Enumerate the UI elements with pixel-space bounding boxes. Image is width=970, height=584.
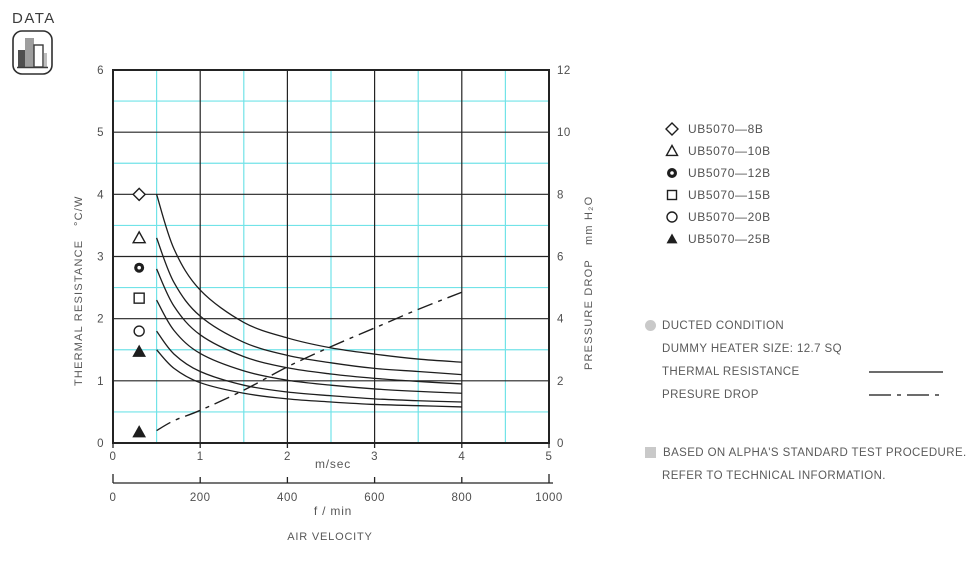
legend-label: UB5070—12B bbox=[688, 166, 771, 180]
thermal-curve-UB5070-25B bbox=[156, 349, 462, 408]
fmin-tick-label: 200 bbox=[190, 492, 211, 504]
bar-chart-icon bbox=[12, 30, 53, 75]
note-line: REFER TO TECHNICAL INFORMATION. bbox=[662, 464, 965, 487]
note-text: THERMAL RESISTANCE bbox=[662, 365, 800, 378]
note-line: PRESURE DROP bbox=[662, 383, 945, 406]
legend-label: UB5070—25B bbox=[688, 232, 771, 246]
note-line: THERMAL RESISTANCE bbox=[662, 360, 945, 383]
note-text: DUCTED CONDITION bbox=[662, 319, 785, 332]
pressure-drop-curve bbox=[156, 291, 463, 432]
right-axis-unit: mm H₂O bbox=[583, 195, 595, 246]
x-axis-title: AIR VELOCITY bbox=[287, 531, 373, 543]
note-line: DUMMY HEATER SIZE: 12.7 SQ bbox=[662, 337, 945, 360]
x-tick-label: 4 bbox=[458, 451, 465, 463]
note-text: DUMMY HEATER SIZE: 12.7 SQ bbox=[662, 342, 842, 355]
y-right-tick-label: 4 bbox=[557, 314, 564, 326]
fmin-tick-label: 0 bbox=[110, 492, 117, 504]
circle-dot-marker-dot bbox=[137, 265, 141, 270]
x-tick-label: 1 bbox=[197, 451, 204, 463]
note-text: PRESURE DROP bbox=[662, 388, 759, 401]
right-axis-label: PRESSURE DROP mm H₂O bbox=[578, 158, 600, 408]
legend-item: UB5070—20B bbox=[665, 206, 771, 228]
triangle-filled-marker bbox=[132, 344, 147, 357]
y-left-tick-label: 3 bbox=[97, 252, 104, 264]
y-left-tick-label: 5 bbox=[97, 127, 104, 139]
diamond-open-marker bbox=[132, 187, 147, 202]
fmin-tick-label: 600 bbox=[364, 492, 385, 504]
filled-triangle-marker-icon bbox=[666, 233, 678, 244]
left-axis-label: THERMAL RESISTANCE °C/W bbox=[68, 160, 90, 422]
circle-open-marker bbox=[133, 325, 145, 337]
triangle-marker-icon bbox=[665, 144, 679, 157]
legend-item: UB5070—10B bbox=[665, 140, 771, 162]
legend-item: UB5070—25B bbox=[665, 228, 771, 250]
left-axis-unit: °C/W bbox=[73, 195, 85, 227]
thermal-resistance-line-sample bbox=[869, 370, 943, 373]
left-axis-name: THERMAL RESISTANCE bbox=[73, 240, 85, 387]
thermal-curve-UB5070-20B bbox=[156, 330, 462, 403]
y-left-tick-label: 2 bbox=[97, 314, 104, 326]
thermal-curve-UB5070-10B bbox=[155, 237, 462, 376]
legend-item: UB5070—8B bbox=[665, 118, 771, 140]
footer-note: BASED ON ALPHA'S STANDARD TEST PROCEDURE… bbox=[645, 441, 967, 487]
circle-marker-icon bbox=[666, 211, 678, 223]
legend-item: UB5070—15B bbox=[665, 184, 771, 206]
test-conditions-note: DUCTED CONDITION DUMMY HEATER SIZE: 12.7… bbox=[645, 314, 945, 406]
fmin-tick-label: 800 bbox=[451, 492, 472, 504]
plot-border bbox=[112, 69, 550, 444]
legend-label: UB5070—8B bbox=[688, 122, 764, 136]
legend-item: UB5070—12B bbox=[665, 162, 771, 184]
circle-dot-marker-icon bbox=[667, 168, 677, 178]
x-tick-label: 3 bbox=[371, 451, 378, 463]
thermal-curve-UB5070-12B bbox=[156, 268, 462, 385]
y-left-tick-label: 6 bbox=[97, 65, 104, 77]
fmin-tick-label: 1000 bbox=[535, 492, 563, 504]
square-marker-icon bbox=[666, 189, 678, 201]
pressure-drop-line-sample bbox=[869, 393, 943, 396]
x-axis-unit-msec: m/sec bbox=[314, 457, 351, 471]
note-line: BASED ON ALPHA'S STANDARD TEST PROCEDURE… bbox=[645, 441, 967, 464]
y-right-tick-label: 12 bbox=[557, 65, 571, 77]
diamond-marker-icon bbox=[665, 122, 679, 136]
note-line: DUCTED CONDITION bbox=[645, 314, 945, 337]
x-tick-label: 0 bbox=[110, 451, 117, 463]
y-left-tick-label: 1 bbox=[97, 376, 104, 388]
y-right-tick-label: 10 bbox=[557, 127, 571, 139]
y-right-tick-label: 2 bbox=[557, 376, 564, 388]
note-text: REFER TO TECHNICAL INFORMATION. bbox=[662, 469, 886, 482]
data-section-title: DATA bbox=[12, 10, 56, 27]
square-open-marker bbox=[133, 292, 145, 304]
y-left-tick-label: 0 bbox=[97, 438, 104, 450]
y-right-tick-label: 0 bbox=[557, 438, 564, 450]
gray-square-bullet-icon bbox=[645, 447, 656, 458]
data-section-badge: DATA bbox=[12, 10, 56, 75]
legend-label: UB5070—15B bbox=[688, 188, 771, 202]
legend: UB5070—8B UB5070—10B UB5070—12B UB5070—1… bbox=[665, 118, 771, 250]
triangle-filled-marker bbox=[132, 425, 147, 438]
x-tick-label: 5 bbox=[546, 451, 553, 463]
thermal-curve-UB5070-15B bbox=[156, 299, 462, 394]
triangle-open-marker bbox=[131, 230, 147, 244]
legend-label: UB5070—10B bbox=[688, 144, 771, 158]
gray-circle-bullet-icon bbox=[645, 320, 656, 331]
x-axis-unit-fmin: f / min bbox=[313, 504, 353, 518]
note-text: BASED ON ALPHA'S STANDARD TEST PROCEDURE… bbox=[663, 446, 967, 459]
legend-label: UB5070—20B bbox=[688, 210, 771, 224]
fmin-tick-label: 400 bbox=[277, 492, 298, 504]
y-right-tick-label: 6 bbox=[557, 252, 564, 264]
thermal-curve-UB5070-8B bbox=[155, 194, 462, 363]
right-axis-name: PRESSURE DROP bbox=[583, 259, 595, 371]
y-left-tick-label: 4 bbox=[97, 189, 104, 201]
x-tick-label: 2 bbox=[284, 451, 291, 463]
y-right-tick-label: 8 bbox=[557, 189, 564, 201]
